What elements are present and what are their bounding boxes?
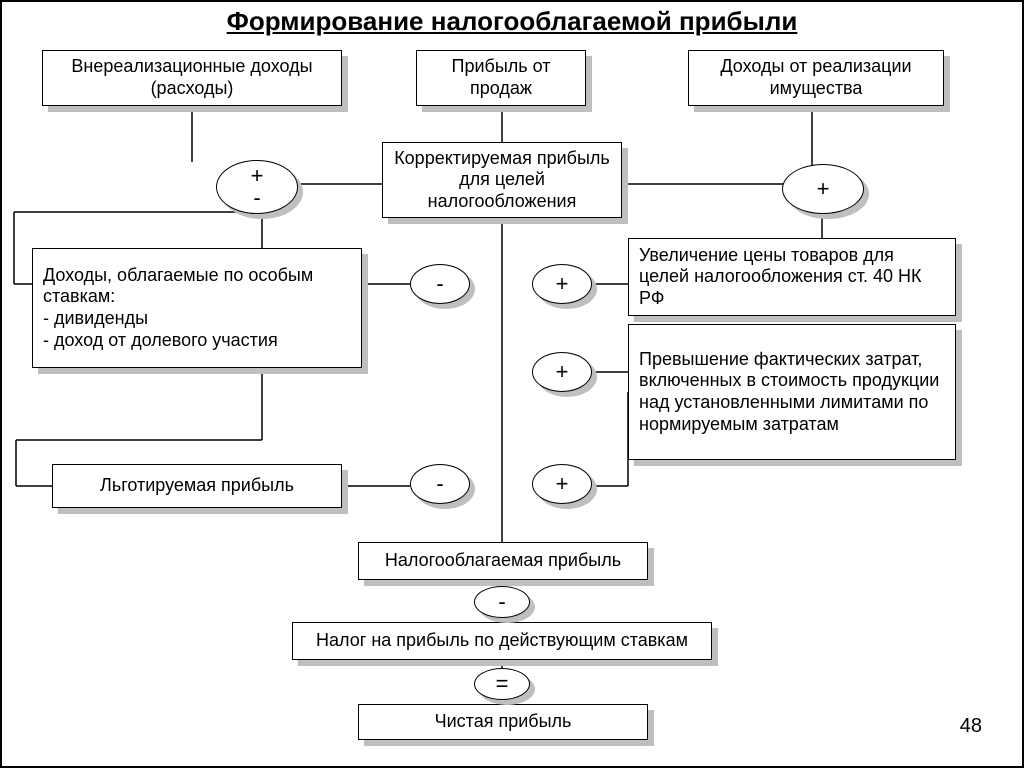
page-number: 48 xyxy=(960,715,982,738)
box-box_top_left: Внереализационные доходы (расходы) xyxy=(42,50,342,106)
box-box_correct: Корректируемая прибыль для целей налогоо… xyxy=(382,142,622,218)
box-box_special: Доходы, облагаемые по особым ставкам: - … xyxy=(32,248,362,368)
box-box_taxrate: Налог на прибыль по действующим ставкам xyxy=(292,622,712,660)
ellipse-el_minus: - xyxy=(474,586,530,618)
box-box_price: Увеличение цены товаров для целей налого… xyxy=(628,238,956,316)
box-box_taxable: Налогооблагаемая прибыль xyxy=(358,542,648,580)
box-box_excess: Превышение фактических затрат, включенны… xyxy=(628,324,956,460)
ellipse-el_m3: - xyxy=(410,464,470,504)
box-box_net: Чистая прибыль xyxy=(358,704,648,740)
ellipse-el_p2: + xyxy=(532,352,592,392)
box-box_benefit: Льготируемая прибыль xyxy=(52,464,342,508)
diagram-stage: Формирование налогооблагаемой прибыли Вн… xyxy=(0,0,1024,768)
ellipse-el_pm_left: + - xyxy=(216,160,298,214)
box-box_top_mid: Прибыль от продаж xyxy=(416,50,586,106)
ellipse-el_p1: + xyxy=(532,264,592,304)
diagram-title: Формирование налогооблагаемой прибыли xyxy=(2,6,1022,37)
box-box_top_right: Доходы от реализации имущества xyxy=(688,50,944,106)
ellipse-el_m1: - xyxy=(410,264,470,304)
ellipse-el_equal: = xyxy=(474,668,530,700)
ellipse-el_p3: + xyxy=(532,464,592,504)
ellipse-el_p_right: + xyxy=(782,164,864,214)
